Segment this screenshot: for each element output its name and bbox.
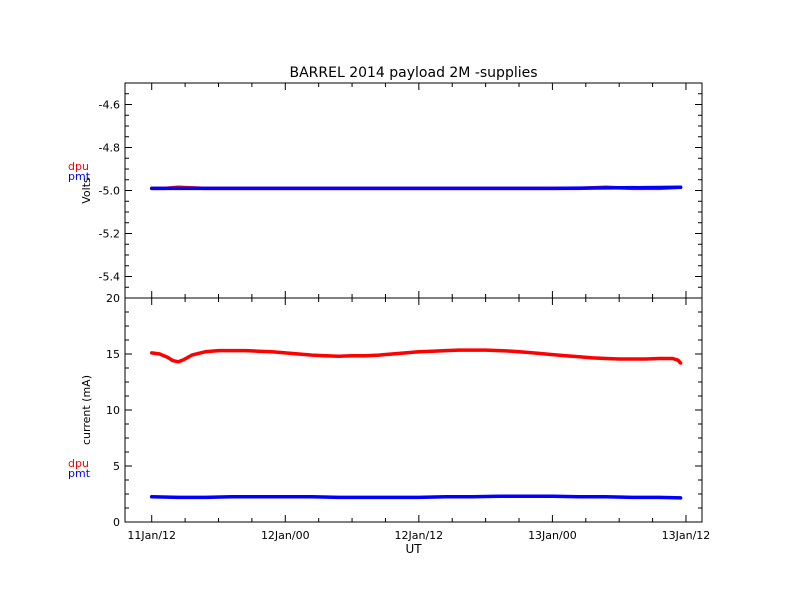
series-line-dpu — [149, 348, 683, 365]
x-tick-label: 12Jan/00 — [261, 529, 310, 542]
y-tick-label: 10 — [106, 404, 120, 417]
legend-entry-pmt: pmt — [68, 467, 91, 480]
y-tick-label: -5.2 — [99, 228, 120, 241]
y-axis-label: Volts — [80, 177, 93, 204]
series-line-pmt — [149, 185, 683, 191]
chart-title: BARREL 2014 payload 2M -supplies — [289, 65, 537, 81]
y-tick-label: -4.8 — [99, 142, 120, 155]
y-axis-label: current (mA) — [80, 375, 93, 445]
legend-entry-pmt: pmt — [68, 170, 91, 183]
y-tick-label: 0 — [113, 516, 120, 529]
x-tick-label: 12Jan/12 — [395, 529, 444, 542]
x-tick-label: 13Jan/12 — [662, 529, 711, 542]
series-line-pmt — [149, 494, 683, 500]
y-tick-label: 5 — [113, 460, 120, 473]
y-tick-label: 20 — [106, 292, 120, 305]
legend-entry-dpu: dpu — [68, 160, 89, 173]
y-tick-label: -5.4 — [99, 271, 120, 284]
x-axis-label: UT — [405, 542, 422, 556]
legend-entry-dpu: dpu — [68, 457, 89, 470]
x-tick-label: 13Jan/00 — [528, 529, 577, 542]
y-tick-label: -4.6 — [99, 99, 120, 112]
y-tick-label: 15 — [106, 348, 120, 361]
x-tick-label: 11Jan/12 — [127, 529, 176, 542]
y-tick-label: -5.0 — [99, 185, 120, 198]
